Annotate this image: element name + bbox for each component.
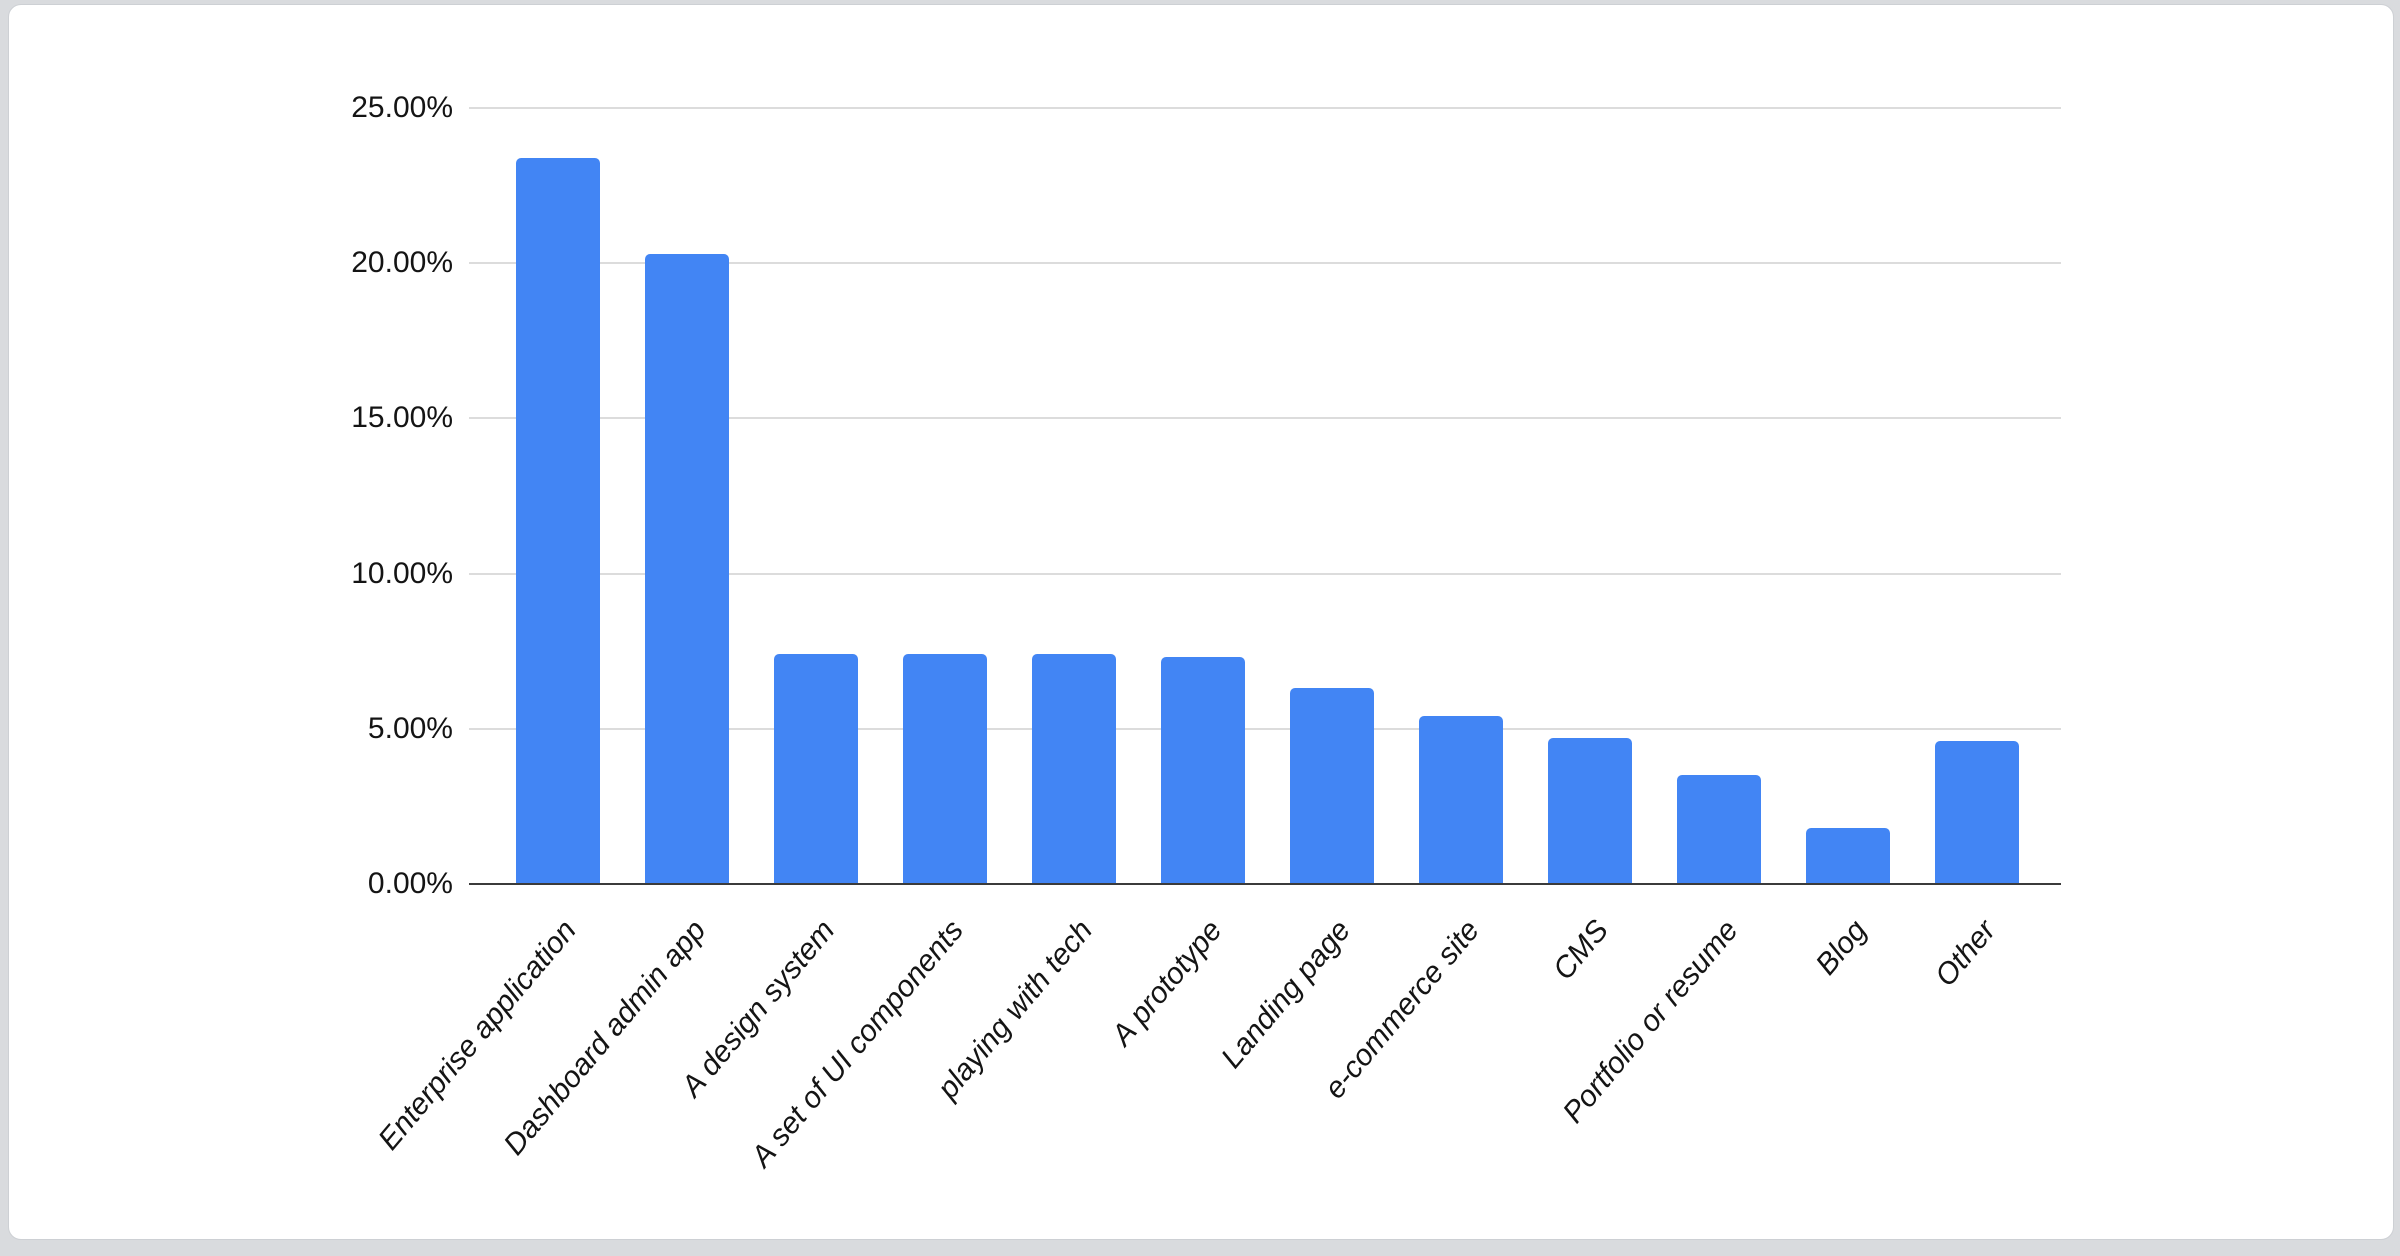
bar-11 <box>1806 828 1890 884</box>
bar-4 <box>903 654 987 884</box>
gridline-25pct <box>469 107 2061 109</box>
x-axis-line <box>469 883 2061 885</box>
bar-9 <box>1548 738 1632 884</box>
bar-7 <box>1290 688 1374 884</box>
bar-2 <box>645 253 729 884</box>
chart-card: 0.00% 5.00% 10.00% 15.00% 20.00% 25.00% Enterp… <box>8 4 2394 1240</box>
y-axis-tick-label: 15.00% <box>351 401 453 435</box>
y-axis-tick-label: 20.00% <box>351 246 453 280</box>
x-axis-category-label: Other <box>1928 914 2003 993</box>
bar-12 <box>1935 741 2019 884</box>
x-axis-category-label: Blog <box>1809 914 1874 982</box>
bar-8 <box>1419 716 1503 884</box>
bar-10 <box>1677 775 1761 884</box>
x-axis-category-label: CMS <box>1547 914 1616 987</box>
bar-3 <box>774 654 858 884</box>
y-axis-tick-label: 0.00% <box>367 867 453 900</box>
gridline-10pct <box>469 572 2061 575</box>
x-axis-category-label: A set of UI components <box>745 914 971 1174</box>
x-axis-category-label: A prototype <box>1105 914 1229 1052</box>
bar-1 <box>516 157 600 884</box>
x-axis-category-label: Landing page <box>1215 914 1358 1075</box>
gridline-20pct <box>469 262 2061 265</box>
y-axis-tick-label: 25.00% <box>351 91 453 124</box>
gridline-15pct <box>469 417 2061 420</box>
bar-5 <box>1032 654 1116 884</box>
y-axis-tick-label: 10.00% <box>351 556 453 590</box>
gridline-5pct <box>469 727 2061 730</box>
y-axis-tick-label: 5.00% <box>367 711 453 745</box>
plot-area: 0.00% 5.00% 10.00% 15.00% 20.00% 25.00% Enterp… <box>351 91 2061 1173</box>
bar-6 <box>1161 657 1245 884</box>
